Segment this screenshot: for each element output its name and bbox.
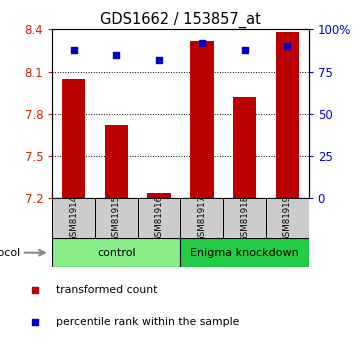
- Text: GSM81918: GSM81918: [240, 195, 249, 242]
- Bar: [233, 97, 256, 198]
- Point: [32, 288, 38, 293]
- Text: transformed count: transformed count: [56, 285, 157, 295]
- Point: [32, 319, 38, 325]
- Point: [113, 52, 119, 57]
- Bar: [62, 79, 86, 198]
- Title: GDS1662 / 153857_at: GDS1662 / 153857_at: [100, 12, 261, 28]
- Text: control: control: [97, 248, 136, 258]
- Text: GSM81919: GSM81919: [283, 195, 292, 242]
- Bar: [95, 198, 138, 238]
- Bar: [266, 198, 309, 238]
- Bar: [147, 193, 171, 198]
- Bar: [105, 125, 128, 198]
- Point: [156, 57, 162, 62]
- Text: GSM81917: GSM81917: [197, 195, 206, 242]
- Bar: [52, 198, 95, 238]
- Text: Enigma knockdown: Enigma knockdown: [190, 248, 299, 258]
- Point: [284, 43, 290, 49]
- Bar: [180, 198, 223, 238]
- Point: [199, 40, 205, 46]
- Text: percentile rank within the sample: percentile rank within the sample: [56, 317, 239, 327]
- Text: GSM81914: GSM81914: [69, 195, 78, 242]
- Text: GSM81916: GSM81916: [155, 195, 164, 242]
- Text: protocol: protocol: [0, 248, 20, 258]
- Bar: [180, 238, 309, 267]
- Point: [242, 47, 247, 52]
- Bar: [275, 32, 299, 198]
- Bar: [223, 198, 266, 238]
- Bar: [190, 41, 214, 198]
- Point: [71, 47, 77, 52]
- Bar: [52, 238, 180, 267]
- Text: GSM81915: GSM81915: [112, 195, 121, 242]
- Bar: [138, 198, 180, 238]
